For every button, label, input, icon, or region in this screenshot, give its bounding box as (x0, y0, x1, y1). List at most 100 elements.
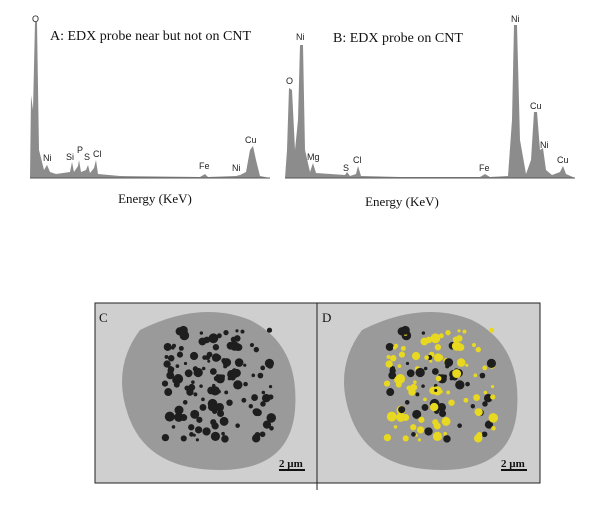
particle (184, 369, 193, 378)
particle (195, 438, 199, 442)
particle (253, 346, 260, 353)
particle (219, 416, 229, 426)
particle (415, 367, 425, 378)
particle (473, 394, 480, 401)
peak-label: S (84, 152, 90, 162)
particle (243, 363, 247, 367)
particle (488, 413, 499, 423)
particle (402, 414, 410, 422)
particle (226, 399, 233, 406)
particle (183, 361, 188, 366)
particle (394, 375, 403, 385)
particle (423, 366, 428, 371)
particle (410, 424, 417, 431)
particle (221, 435, 229, 443)
particle (189, 351, 199, 361)
particle (416, 426, 425, 434)
particle (164, 355, 169, 359)
particle (257, 372, 264, 379)
particle (161, 380, 169, 387)
particle (451, 341, 462, 351)
particle (211, 353, 221, 362)
particle (264, 358, 275, 368)
particle (207, 359, 211, 363)
particle (456, 358, 466, 367)
particle (473, 373, 478, 378)
particle (269, 425, 274, 431)
particle (402, 435, 409, 442)
particle (446, 390, 451, 395)
particle (429, 402, 439, 412)
particle (443, 431, 447, 436)
particle (483, 390, 488, 395)
particle (484, 420, 494, 429)
particle (406, 369, 415, 378)
particle (207, 402, 217, 412)
particle (385, 343, 394, 351)
particle (404, 400, 410, 405)
particle (390, 355, 397, 362)
particle (194, 426, 203, 434)
particle (251, 394, 258, 401)
particle (433, 421, 440, 429)
particle (199, 403, 207, 411)
particle (420, 337, 429, 346)
particle (199, 384, 203, 388)
particle (481, 431, 488, 438)
particle (252, 408, 261, 417)
particle (488, 327, 495, 333)
peak-label: Si (66, 152, 74, 162)
particle (421, 331, 426, 335)
particle (196, 416, 203, 423)
particle (448, 399, 455, 406)
particle (421, 403, 429, 411)
particle (215, 403, 224, 412)
particle (389, 365, 396, 372)
scale-label: 2 µm (501, 458, 525, 470)
particle (415, 392, 420, 397)
particle (452, 369, 462, 379)
particle (260, 365, 266, 371)
particle (243, 381, 248, 387)
particle (424, 355, 429, 360)
particle (209, 368, 217, 375)
particle (386, 388, 395, 396)
peak-label: Cl (353, 155, 362, 165)
particle (168, 355, 175, 362)
peak-label: Ni (296, 32, 305, 42)
particle (193, 367, 203, 378)
particle (240, 329, 245, 334)
particle (189, 432, 194, 437)
particle (479, 372, 486, 379)
particle (457, 329, 461, 333)
image-label: C (99, 310, 108, 325)
particle (439, 409, 447, 417)
micrographs: C D 2 µm 2 µm (94, 302, 541, 490)
particle (234, 358, 244, 367)
particle (490, 394, 496, 400)
peak-label: Cl (93, 149, 102, 159)
image-label: D (322, 310, 331, 325)
particle (398, 351, 406, 358)
particle (405, 361, 410, 366)
particle (465, 363, 469, 367)
particle (262, 420, 272, 429)
particle (463, 397, 469, 403)
peak-label: Fe (199, 161, 210, 171)
particle (241, 397, 247, 403)
particle (172, 375, 181, 385)
particle (193, 392, 198, 397)
particle (412, 409, 422, 419)
particle (268, 384, 273, 389)
spectrum-a: A: EDX probe near but not on CNT O Ni Si… (30, 14, 270, 206)
particle (164, 411, 175, 422)
particle (210, 431, 221, 441)
particle (235, 423, 240, 428)
peak-label: S (343, 163, 349, 173)
particle (229, 341, 240, 351)
particle (201, 397, 205, 402)
particle (261, 390, 266, 395)
particle (251, 373, 256, 378)
particle (413, 380, 417, 384)
particle (180, 435, 187, 442)
